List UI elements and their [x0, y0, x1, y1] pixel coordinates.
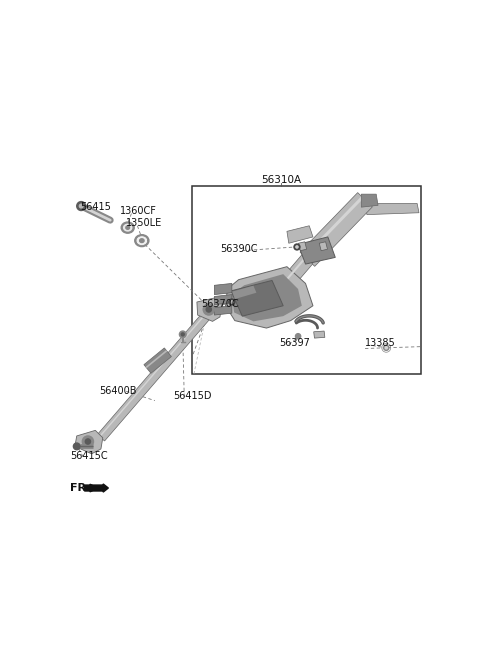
Text: 56397: 56397	[279, 338, 311, 348]
Polygon shape	[304, 196, 363, 258]
Polygon shape	[215, 283, 232, 294]
Polygon shape	[361, 194, 378, 207]
Polygon shape	[75, 430, 103, 454]
Ellipse shape	[124, 224, 132, 231]
Polygon shape	[232, 286, 256, 299]
Text: 56415: 56415	[81, 202, 111, 212]
Circle shape	[385, 347, 387, 349]
Ellipse shape	[137, 237, 147, 245]
Polygon shape	[197, 298, 222, 321]
Polygon shape	[300, 193, 372, 266]
Polygon shape	[144, 348, 171, 373]
Ellipse shape	[121, 222, 134, 233]
Text: 56310A: 56310A	[261, 175, 301, 185]
Polygon shape	[226, 267, 313, 328]
Polygon shape	[287, 226, 313, 243]
Text: 56415C: 56415C	[71, 451, 108, 461]
Circle shape	[180, 331, 186, 338]
Text: 56370C: 56370C	[202, 299, 239, 309]
Circle shape	[85, 439, 91, 444]
Circle shape	[296, 246, 298, 248]
Text: 13385: 13385	[365, 338, 396, 348]
Circle shape	[206, 307, 211, 312]
Text: FR.: FR.	[71, 483, 91, 493]
Polygon shape	[365, 204, 419, 215]
Polygon shape	[231, 281, 283, 316]
Polygon shape	[282, 257, 306, 284]
Ellipse shape	[140, 238, 144, 242]
Polygon shape	[299, 242, 307, 251]
Circle shape	[73, 443, 80, 449]
Circle shape	[77, 202, 85, 210]
Circle shape	[181, 333, 184, 336]
Circle shape	[229, 299, 235, 305]
Polygon shape	[215, 306, 232, 315]
Text: 56415D: 56415D	[173, 391, 212, 401]
Polygon shape	[145, 350, 167, 368]
Circle shape	[79, 204, 83, 208]
Circle shape	[296, 334, 300, 339]
Ellipse shape	[135, 235, 149, 246]
Text: 1350LE: 1350LE	[126, 218, 162, 228]
Circle shape	[294, 244, 300, 250]
Polygon shape	[298, 237, 335, 264]
Text: 56400B: 56400B	[99, 386, 136, 396]
Polygon shape	[97, 312, 211, 441]
Ellipse shape	[126, 226, 130, 229]
Polygon shape	[232, 274, 302, 321]
Circle shape	[231, 301, 233, 303]
Circle shape	[203, 304, 215, 315]
Polygon shape	[215, 294, 232, 305]
Polygon shape	[280, 255, 313, 290]
Polygon shape	[319, 242, 327, 251]
Bar	[192, 186, 421, 374]
Polygon shape	[314, 331, 325, 338]
Circle shape	[83, 436, 94, 447]
FancyArrow shape	[84, 484, 108, 492]
Text: 1360CF: 1360CF	[120, 206, 156, 216]
Polygon shape	[99, 313, 206, 437]
Circle shape	[384, 345, 389, 350]
Text: 56390C: 56390C	[220, 244, 257, 254]
